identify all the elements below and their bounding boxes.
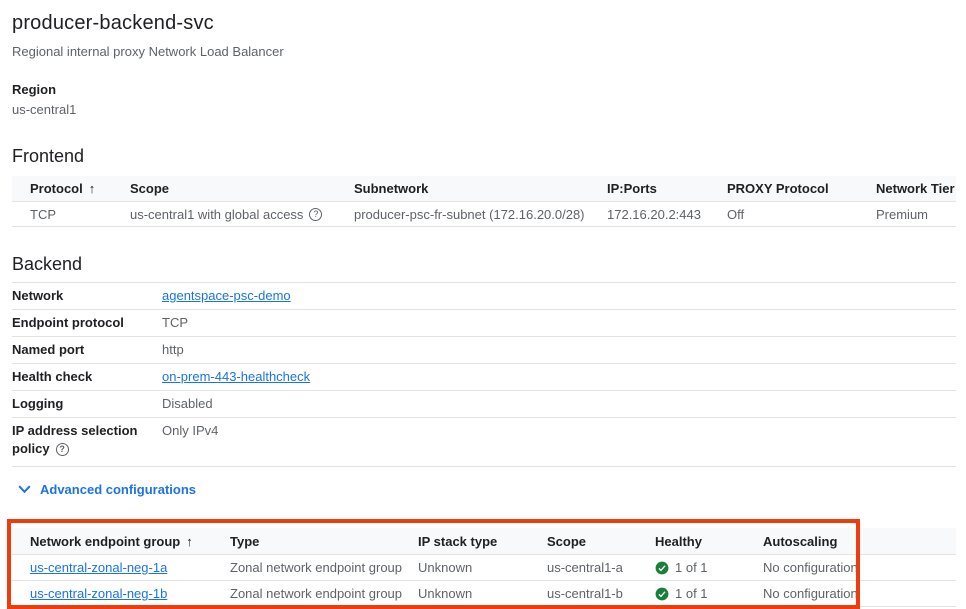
- region-value: us-central1: [12, 102, 77, 117]
- help-icon[interactable]: ?: [309, 207, 323, 221]
- neg-type-value: Zonal network endpoint group: [230, 586, 403, 601]
- advanced-configurations-label: Advanced configurations: [40, 482, 197, 497]
- neg-autoscaling-value: No configuration: [763, 586, 858, 601]
- neg-table-header: Network endpoint group ↑ Type IP stack ty…: [12, 528, 956, 555]
- ip-policy-value: Only IPv4: [162, 423, 219, 438]
- network-link[interactable]: agentspace-psc-demo: [162, 288, 291, 303]
- ip-policy-label: IP address selection policy ?: [12, 423, 138, 456]
- column-header-scope: Scope: [130, 181, 170, 196]
- neg-table-section: Network endpoint group ↑ Type IP stack ty…: [7, 519, 956, 609]
- backend-named-port-row: Named port http: [12, 337, 956, 364]
- column-header-protocol[interactable]: Protocol ↑: [30, 181, 96, 196]
- frontend-table-row: TCP us-central1 with global access ? pro…: [12, 202, 956, 227]
- neg-link[interactable]: us-central-zonal-neg-1a: [30, 560, 168, 575]
- column-header-proxy-protocol: PROXY Protocol: [727, 181, 829, 196]
- health-check-label: Health check: [12, 369, 93, 384]
- neg-healthy-value: 1 of 1: [655, 560, 763, 575]
- named-port-value: http: [162, 342, 184, 357]
- region-label: Region: [12, 82, 57, 97]
- endpoint-protocol-label: Endpoint protocol: [12, 315, 124, 330]
- frontend-table-header: Protocol ↑ Scope Subnetwork IP:Ports PROX…: [12, 176, 956, 202]
- page-title: producer-backend-svc: [12, 12, 214, 34]
- backend-network-row: Network agentspace-psc-demo: [12, 283, 956, 310]
- column-header-type: Type: [230, 533, 260, 549]
- logging-value: Disabled: [162, 396, 213, 411]
- frontend-table: Protocol ↑ Scope Subnetwork IP:Ports PROX…: [12, 176, 956, 227]
- advanced-configurations-toggle[interactable]: Advanced configurations: [12, 482, 196, 497]
- health-check-link[interactable]: on-prem-443-healthcheck: [162, 369, 311, 384]
- network-label: Network: [12, 288, 64, 303]
- frontend-subnetwork-value: producer-psc-fr-subnet (172.16.20.0/28): [354, 206, 585, 222]
- backend-endpoint-protocol-row: Endpoint protocol TCP: [12, 310, 956, 337]
- backend-logging-row: Logging Disabled: [12, 391, 956, 418]
- column-header-autoscaling: Autoscaling: [763, 533, 838, 549]
- logging-label: Logging: [12, 396, 64, 411]
- backend-ip-policy-row: IP address selection policy ? Only IPv4: [12, 418, 956, 467]
- column-header-scope: Scope: [547, 533, 587, 549]
- sort-ascending-icon: ↑: [88, 181, 96, 196]
- column-header-neg-name[interactable]: Network endpoint group ↑: [30, 533, 193, 549]
- column-header-network-tier: Network Tier: [876, 181, 955, 196]
- endpoint-protocol-value: TCP: [162, 315, 188, 330]
- column-header-ip-ports: IP:Ports: [607, 181, 657, 196]
- neg-scope-value: us-central1-b: [547, 586, 623, 601]
- backend-section-heading: Backend: [12, 254, 83, 274]
- frontend-protocol-value: TCP: [30, 206, 56, 222]
- neg-ip-stack-value: Unknown: [418, 586, 473, 601]
- frontend-network-tier-value: Premium: [876, 206, 929, 222]
- neg-table-row: us-central-zonal-neg-1b Zonal network en…: [12, 581, 956, 607]
- neg-table: Network endpoint group ↑ Type IP stack ty…: [12, 528, 956, 607]
- neg-type-value: Zonal network endpoint group: [230, 560, 403, 575]
- neg-link[interactable]: us-central-zonal-neg-1b: [30, 586, 168, 601]
- healthy-check-icon: [655, 561, 669, 574]
- frontend-section-heading: Frontend: [12, 146, 85, 166]
- backend-properties-table: Network agentspace-psc-demo Endpoint pro…: [12, 282, 956, 467]
- sort-ascending-icon: ↑: [186, 533, 193, 549]
- column-header-healthy: Healthy: [655, 533, 702, 549]
- frontend-proxy-protocol-value: Off: [727, 206, 745, 222]
- page-subtitle: Regional internal proxy Network Load Bal…: [12, 44, 284, 59]
- backend-health-check-row: Health check on-prem-443-healthcheck: [12, 364, 956, 391]
- frontend-scope-value: us-central1 with global access ?: [130, 207, 354, 222]
- column-header-ip-stack-type: IP stack type: [418, 533, 498, 549]
- named-port-label: Named port: [12, 342, 85, 357]
- neg-scope-value: us-central1-a: [547, 560, 623, 575]
- neg-healthy-value: 1 of 1: [655, 586, 763, 601]
- chevron-down-icon: [18, 485, 31, 494]
- neg-autoscaling-value: No configuration: [763, 560, 858, 575]
- neg-ip-stack-value: Unknown: [418, 560, 473, 575]
- frontend-ip-ports-value: 172.16.20.2:443: [607, 206, 701, 222]
- region-block: Region us-central1: [12, 82, 956, 117]
- neg-table-row: us-central-zonal-neg-1a Zonal network en…: [12, 555, 956, 581]
- column-header-subnetwork: Subnetwork: [354, 181, 429, 196]
- help-icon[interactable]: ?: [55, 442, 69, 456]
